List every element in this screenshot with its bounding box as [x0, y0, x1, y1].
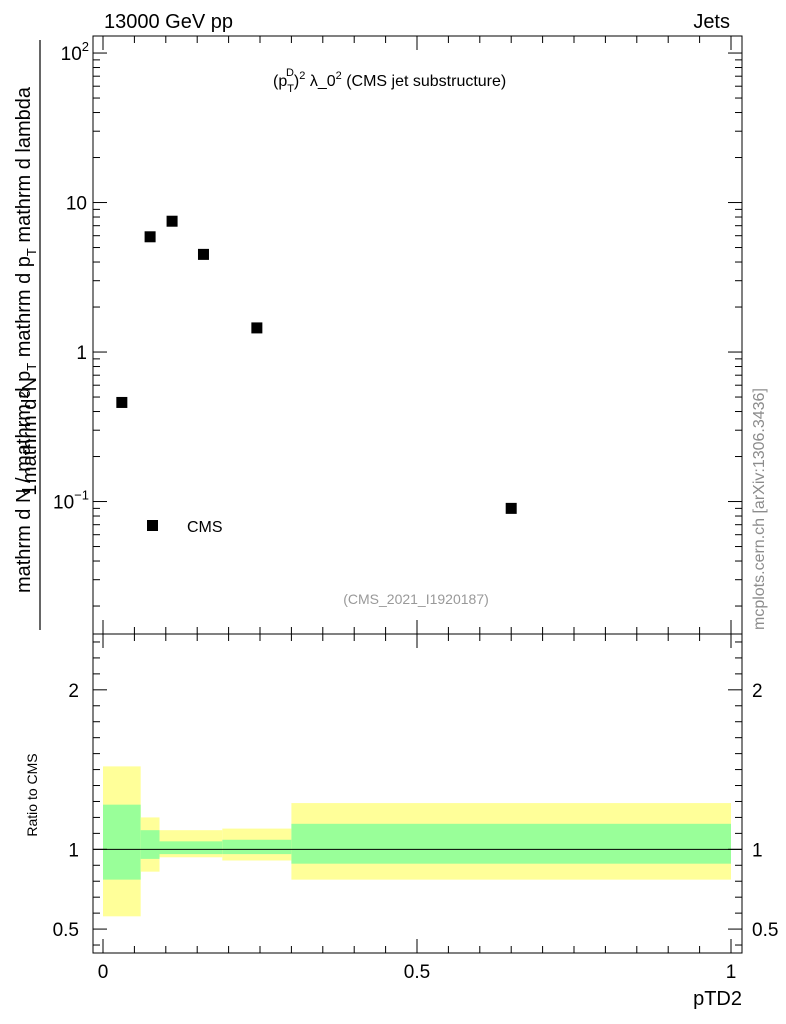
header-right: Jets [693, 11, 730, 33]
main-marks [116, 215, 517, 514]
ylabel-one: 1 [19, 484, 41, 495]
ratio-ylabel: Ratio to CMS [24, 753, 40, 836]
y-tick-label: 10 [66, 194, 87, 215]
ratio-y-tick-label-left: 2 [68, 681, 79, 702]
ratio-y-tick-label-right: 0.5 [752, 920, 778, 941]
ratio-band-inner [291, 823, 731, 864]
ratio-frame [92, 633, 743, 954]
ratio-y-tick-label-right: 2 [752, 681, 763, 702]
ratio-band-inner [103, 804, 141, 880]
legend-label: CMS [187, 519, 223, 536]
y-tick-label: 102 [61, 39, 89, 65]
legend: CMS [147, 519, 223, 536]
ratio-y-tick-label-left: 1 [68, 840, 79, 861]
main-axes: 102 10 1 10−1 [53, 35, 743, 635]
xlabel: pTD2 [693, 988, 742, 1010]
x-tick-label: 1 [726, 962, 737, 983]
ratio-axes: 0 0.5 1 0.5 0.5 1 1 2 2 [53, 633, 778, 983]
side-label: mcplots.cern.ch [arXiv:1306.3436] [751, 388, 768, 630]
ratio-bands [93, 766, 742, 917]
ratio-band-inner [140, 830, 160, 859]
x-tick-label: 0 [98, 962, 109, 983]
main-title: (pTD)2 λ_02 (CMS jet substructure) [273, 67, 506, 95]
main-ylabel: mathrm d2N 1 mathrm d N / mathrm d pT ma… [13, 40, 41, 630]
y-tick-label: 10−1 [53, 488, 89, 514]
data-point [197, 248, 209, 260]
watermark: (CMS_2021_I1920187) [343, 591, 489, 607]
ratio-y-tick-label-left: 0.5 [53, 920, 79, 941]
ylabel-frac-numerator: mathrm d2N [16, 377, 41, 483]
data-point [144, 231, 156, 243]
header-left: 13000 GeV pp [104, 11, 233, 33]
data-point [166, 215, 178, 227]
legend-marker [147, 520, 158, 531]
ratio-y-tick-label-right: 1 [752, 840, 763, 861]
x-tick-label: 0.5 [404, 962, 430, 983]
ylabel-denominator: mathrm d N / mathrm d pT mathrm d pT mat… [13, 86, 39, 593]
ratio-band-inner [159, 841, 223, 855]
ratio-band-inner [222, 839, 292, 855]
data-point [505, 502, 517, 514]
data-point [251, 322, 263, 334]
data-point [116, 396, 128, 408]
main-frame [92, 35, 743, 635]
y-tick-label: 1 [76, 343, 87, 364]
